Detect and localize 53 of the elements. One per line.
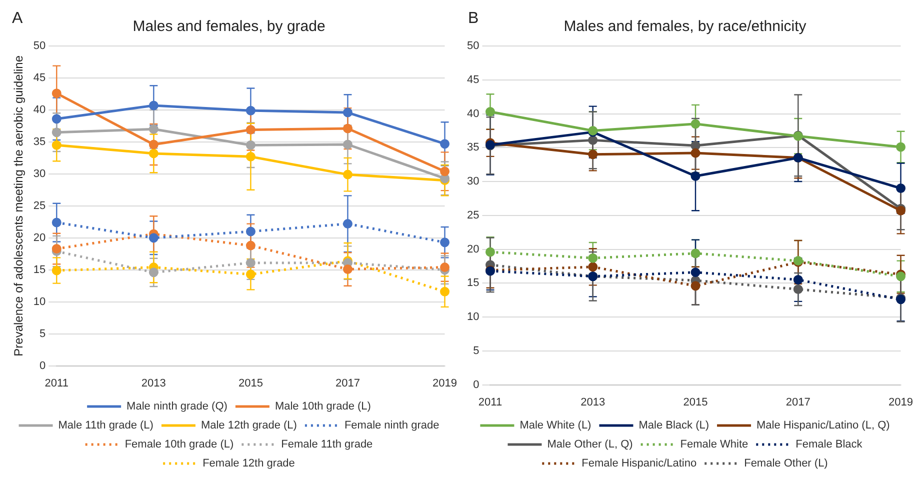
x-tick-label: 2011 <box>478 396 502 408</box>
legend-label: Female Hispanic/Latino <box>582 458 697 470</box>
legend-label: Male ninth grade (Q) <box>126 400 228 413</box>
y-tick-label: 5 <box>40 328 46 340</box>
y-tick-label: 35 <box>466 142 480 154</box>
legend-label: Female Black <box>796 438 863 451</box>
y-tick-label: 50 <box>466 40 480 52</box>
y-tick-label: 10 <box>466 311 480 324</box>
text: B <box>468 10 479 28</box>
legend-label: Female Other (L) <box>744 458 828 470</box>
x-tick-label: 2015 <box>238 377 263 390</box>
y-tick-label: 30 <box>466 176 480 188</box>
y-tick-label: 45 <box>466 74 480 86</box>
y-tick-label: 0 <box>40 360 46 372</box>
x-tick-label: 2011 <box>44 377 68 390</box>
y-axis-title: Prevalence of adolescents meeting the aerobic guideline <box>12 55 26 356</box>
y-tick-label: 35 <box>33 136 46 148</box>
x-tick-label: 2017 <box>335 377 360 390</box>
x-tick-label: 2019 <box>432 377 458 390</box>
legend-label: Female 12th grade <box>202 458 295 470</box>
y-tick-label: 10 <box>33 296 46 308</box>
text: A <box>12 10 23 28</box>
y-tick-label: 5 <box>473 344 480 357</box>
x-tick-label: 2019 <box>888 396 914 408</box>
legend-label: Male Black (L) <box>638 420 710 432</box>
y-tick-label: 45 <box>33 72 46 84</box>
y-tick-label: 25 <box>466 209 480 222</box>
legend-label: Female 10th grade (L) <box>124 438 234 451</box>
x-tick-label: 2017 <box>786 396 810 408</box>
legend-label: Female White <box>680 438 748 451</box>
legend-label: Male 10th grade (L) <box>274 400 371 413</box>
y-tick-label: 40 <box>33 104 46 116</box>
chart-title: Males and females, by race/ethnicity <box>564 18 807 36</box>
legend-label: Male Other (L, Q) <box>547 438 633 451</box>
legend-label: Male White (L) <box>520 420 592 432</box>
x-tick-label: 2013 <box>580 396 606 408</box>
legend-label: Male Hispanic/Latino (L, Q) <box>756 420 890 432</box>
x-tick-label: 2013 <box>141 377 166 390</box>
chart-title: Males and females, by grade <box>132 18 326 36</box>
y-tick-label: 20 <box>33 232 46 244</box>
y-tick-label: 15 <box>466 277 480 290</box>
legend-label: Male 11th grade (L) <box>58 420 154 432</box>
y-tick-label: 40 <box>466 108 480 120</box>
legend-label: Male 12th grade (L) <box>200 420 297 432</box>
y-tick-label: 50 <box>33 40 46 52</box>
y-tick-label: 15 <box>33 264 46 276</box>
legend-label: Female ninth grade <box>344 420 440 432</box>
y-tick-label: 30 <box>33 168 46 180</box>
x-tick-label: 2015 <box>683 396 708 408</box>
y-tick-label: 25 <box>33 200 46 212</box>
y-tick-label: 20 <box>466 243 480 256</box>
legend-label: Female 11th grade <box>281 438 373 451</box>
y-tick-label: 0 <box>473 378 480 391</box>
